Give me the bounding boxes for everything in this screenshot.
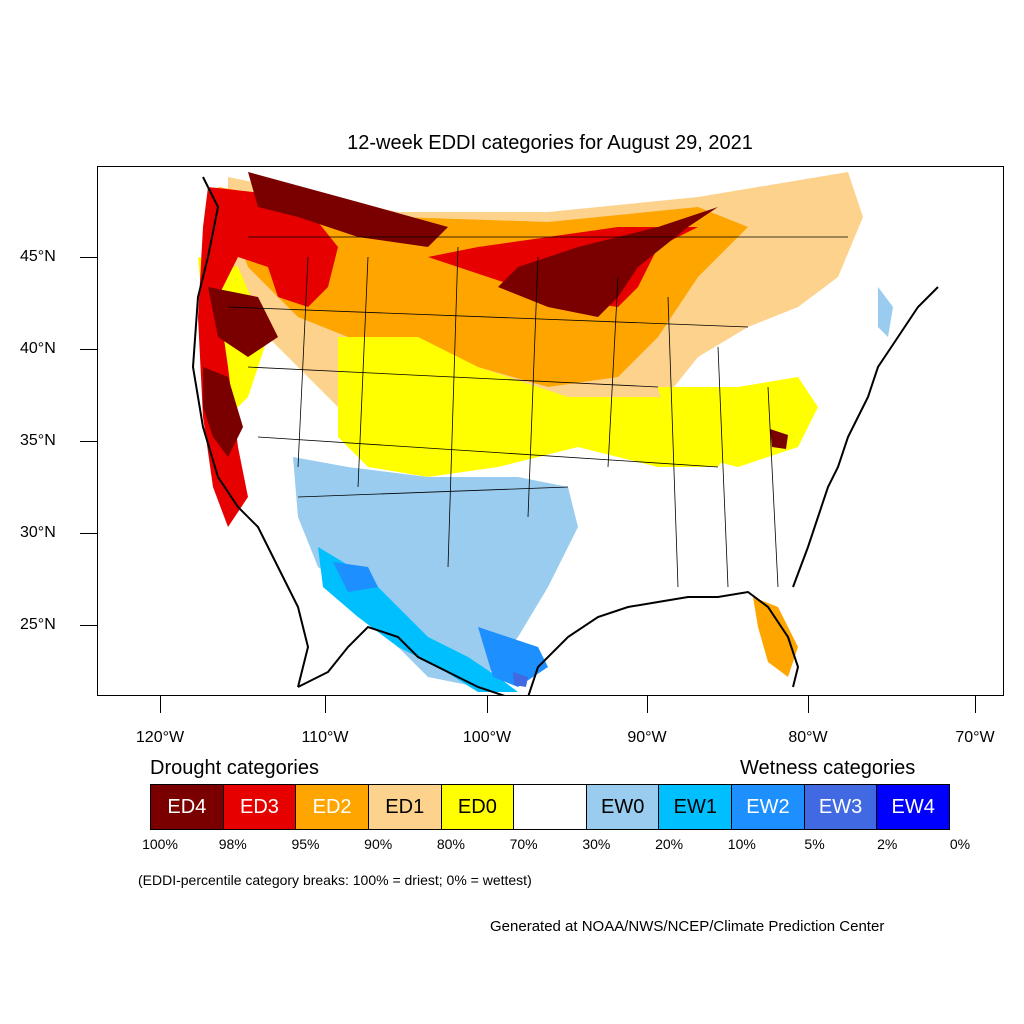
legend-cell-ed0: ED0: [441, 785, 515, 829]
percentile-label: 10%: [727, 836, 756, 852]
wetness-heading: Wetness categories: [740, 757, 916, 779]
ed4-virginia: [770, 429, 788, 449]
lat-tick: [80, 441, 97, 442]
legend-color-bar: ED4 ED3 ED2 ED1 ED0 EW0 EW1 EW2 EW3 EW4: [150, 784, 950, 830]
lon-tick: [975, 696, 976, 713]
legend-cell-ew1: EW1: [659, 785, 733, 829]
state-boundaries: [227, 236, 848, 588]
lat-label-40: 40°N: [20, 340, 56, 357]
lon-tick: [647, 696, 648, 713]
lon-label-110w: 110°W: [301, 729, 349, 746]
legend-cell-ew3: EW3: [804, 785, 878, 829]
percentile-label: 80%: [436, 836, 465, 852]
credit-line: Generated at NOAA/NWS/NCEP/Climate Predi…: [490, 918, 885, 935]
legend-cell-ed2: ED2: [296, 785, 369, 829]
ed4-region-california: [203, 367, 243, 457]
lat-tick: [80, 533, 97, 534]
legend-cell-ew0: EW0: [586, 785, 660, 829]
ed4-region-oregon: [208, 287, 278, 357]
lat-tick: [80, 257, 97, 258]
lat-label-35: 35°N: [20, 432, 56, 449]
map-canvas: [191, 172, 939, 695]
eddi-map: [97, 166, 1004, 696]
lon-tick: [160, 696, 161, 713]
ed0-region-central: [338, 337, 738, 477]
lat-label-30: 30°N: [20, 524, 56, 541]
percentile-label: 30%: [582, 836, 611, 852]
drought-heading: Drought categories: [150, 757, 319, 779]
ew2-region-nm: [333, 562, 378, 592]
percentile-label: 70%: [509, 836, 538, 852]
lon-label-120w: 120°W: [135, 729, 185, 746]
lon-label-90w: 90°W: [627, 729, 667, 746]
ew0-region: [293, 457, 578, 687]
ed4-region-northwest: [248, 172, 448, 247]
percentile-label: 20%: [655, 836, 684, 852]
legend-cell-ed1: ED1: [368, 785, 442, 829]
lon-label-80w: 80°W: [788, 729, 828, 746]
percentile-label: 5%: [804, 836, 825, 852]
ew0-east: [878, 287, 893, 337]
legend-cell-ed4: ED4: [151, 785, 224, 829]
ew3-region: [513, 672, 528, 687]
lon-tick: [808, 696, 809, 713]
legend-cell-ew2: EW2: [732, 785, 805, 829]
percentile-label: 95%: [291, 836, 320, 852]
percentile-label: 100%: [142, 836, 178, 852]
legend-cell-ed3: ED3: [223, 785, 297, 829]
lat-label-45: 45°N: [20, 248, 56, 265]
lat-tick: [80, 349, 97, 350]
lat-label-25: 25°N: [20, 616, 56, 633]
legend-cell-ew4: EW4: [877, 785, 950, 829]
percentile-label: 98%: [218, 836, 247, 852]
coastline: [191, 176, 939, 695]
map-title: 12-week EDDI categories for August 29, 2…: [347, 132, 753, 154]
category-note: (EDDI-percentile category breaks: 100% =…: [138, 872, 532, 888]
legend-cell-neutral: [514, 785, 587, 829]
percentile-label: 2%: [877, 836, 898, 852]
lon-label-70w: 70°W: [955, 729, 995, 746]
ew2-region: [478, 627, 548, 687]
percentile-label: 0%: [949, 836, 971, 852]
lat-tick: [80, 625, 97, 626]
lon-label-100w: 100°W: [462, 729, 512, 746]
lon-tick: [325, 696, 326, 713]
ed2-florida: [753, 597, 798, 677]
percentile-label: 90%: [364, 836, 393, 852]
lon-tick: [487, 696, 488, 713]
ed4-region-dakotas: [498, 207, 718, 317]
